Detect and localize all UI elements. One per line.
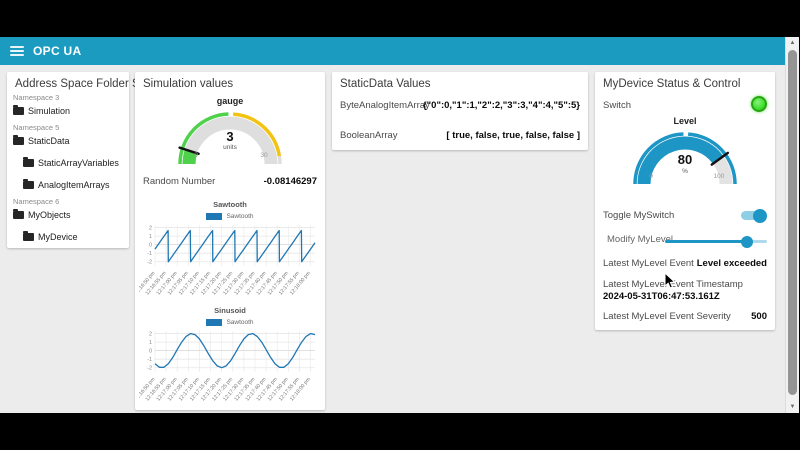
card-title: StaticData Values (340, 78, 431, 90)
random-number-value: -0.08146297 (263, 176, 317, 187)
app-title: OPC UA (33, 44, 82, 58)
card-mydevice: MyDevice Status & Control Switch Level 8… (595, 72, 775, 330)
gauge-min-label: 0 (649, 173, 653, 180)
gauge-max-label: 30 (260, 152, 268, 159)
row-label: Latest MyLevel Event Severity (603, 311, 731, 322)
mylevel-slider[interactable] (665, 235, 767, 248)
letterbox-top (0, 0, 800, 37)
row-label: Latest MyLevel Event (603, 258, 694, 269)
svg-text:2: 2 (149, 332, 152, 338)
myswitch-toggle[interactable] (741, 208, 767, 223)
svg-text:1: 1 (149, 234, 152, 240)
tree-item-staticdata[interactable]: StaticData (13, 134, 127, 146)
switch-label: Switch (603, 100, 631, 111)
tree-item-label: MyObjects (28, 209, 71, 220)
gauge-max-label: 100 (713, 173, 725, 180)
row-label: ByteAnalogItemArray (340, 100, 430, 111)
tree-item-analogitemarrays[interactable]: AnalogItemArrays (23, 178, 127, 190)
legend-label: Sawtooth (226, 213, 254, 220)
svg-text:-2: -2 (147, 366, 152, 372)
svg-text:-1: -1 (147, 357, 152, 363)
card-title: MyDevice Status & Control (603, 78, 741, 90)
tree-namespace-label: Namespace 6 (13, 197, 60, 206)
app-header: OPC UA (0, 37, 786, 65)
gauge-title: Level (673, 116, 697, 126)
tree-namespace-label: Namespace 5 (13, 123, 60, 132)
simulation-gauge (178, 112, 282, 165)
folder-icon (13, 208, 24, 219)
tree-item-simulation[interactable]: Simulation (13, 104, 127, 116)
row-value: {"0":0,"1":1,"2":2,"3":3,"4":4,"5":5} (422, 100, 580, 111)
dashboard-content: Address Space Folder Str... Namespace 3 S… (0, 65, 786, 413)
slider-fill (665, 240, 747, 243)
legend-label: Sawtooth (226, 319, 254, 326)
dashboard-viewport: OPC UA Address Space Folder Str... Names… (0, 37, 799, 413)
svg-text:-2: -2 (147, 260, 152, 266)
row-value: 2024-05-31T06:47:53.161Z (603, 291, 720, 302)
menu-icon[interactable] (10, 46, 24, 56)
card-address-space: Address Space Folder Str... Namespace 3 S… (7, 72, 156, 248)
svg-text:0: 0 (149, 243, 152, 249)
gauge-min-label: 0 (194, 152, 198, 159)
scroll-up-icon[interactable]: ▲ (789, 40, 796, 46)
vertical-scrollbar[interactable]: ▲ ▼ (785, 37, 799, 413)
address-space-tree: Namespace 3 Simulation Namespace 5 StaticDa… (13, 92, 127, 242)
toggle-label: Toggle MySwitch (603, 210, 675, 221)
card-title: Simulation values (143, 78, 234, 90)
folder-icon (23, 156, 34, 167)
letterbox-bottom (0, 413, 800, 450)
chart-title-sinusoid: Sinusoid (214, 306, 246, 315)
card-simulation: Simulation values gauge 3 units 0 30 Ran… (135, 72, 325, 410)
chart-title-sawtooth: Sawtooth (213, 200, 247, 209)
row-label: Latest MyLevel Event Timestamp (603, 279, 743, 290)
folder-icon (13, 104, 24, 115)
svg-text:2: 2 (149, 226, 152, 232)
scrollbar-thumb[interactable] (788, 50, 797, 395)
chart-legend: Sawtooth (135, 213, 325, 220)
gauge-value: 3 (226, 129, 234, 144)
svg-text:1: 1 (149, 340, 152, 346)
gauge-units: % (682, 168, 688, 175)
gauge-value: 80 (677, 152, 693, 167)
legend-swatch (206, 319, 223, 326)
folder-icon (23, 230, 34, 241)
gauge-title: gauge (216, 96, 244, 106)
tree-item-label: StaticData (28, 135, 70, 146)
row-value: Level exceeded (696, 258, 767, 269)
switch-led-indicator[interactable] (751, 96, 767, 112)
tree-item-mydevice[interactable]: MyDevice (23, 230, 127, 242)
tree-item-staticarrayvariables[interactable]: StaticArrayVariables (23, 156, 127, 168)
random-number-label: Random Number (143, 176, 216, 187)
scroll-down-icon[interactable]: ▼ (789, 404, 796, 410)
svg-text:-1: -1 (147, 251, 152, 257)
slider-label: Modify MyLevel (607, 234, 673, 245)
tree-item-myobjects[interactable]: MyObjects (13, 208, 127, 220)
svg-text:0: 0 (149, 349, 152, 355)
row-value: [ true, false, true, false, false ] (446, 130, 580, 141)
folder-icon (13, 134, 24, 145)
folder-icon (23, 178, 34, 189)
tree-item-label: MyDevice (38, 231, 78, 242)
row-value: 500 (751, 311, 767, 322)
tree-item-label: StaticArrayVariables (38, 157, 119, 168)
card-static-data: StaticData Values ByteAnalogItemArray {"… (332, 72, 588, 150)
tree-item-label: Simulation (28, 105, 71, 116)
tree-item-label: AnalogItemArrays (38, 179, 110, 190)
tree-namespace-label: Namespace 3 (13, 93, 60, 102)
chart-legend: Sawtooth (135, 319, 325, 326)
toggle-knob[interactable] (753, 208, 767, 223)
gauge-units: units (223, 144, 237, 151)
slider-knob[interactable] (740, 235, 753, 248)
card-title: Address Space Folder Str... (15, 78, 156, 90)
legend-swatch (206, 213, 223, 220)
level-gauge (633, 132, 737, 185)
row-label: BooleanArray (340, 130, 398, 141)
